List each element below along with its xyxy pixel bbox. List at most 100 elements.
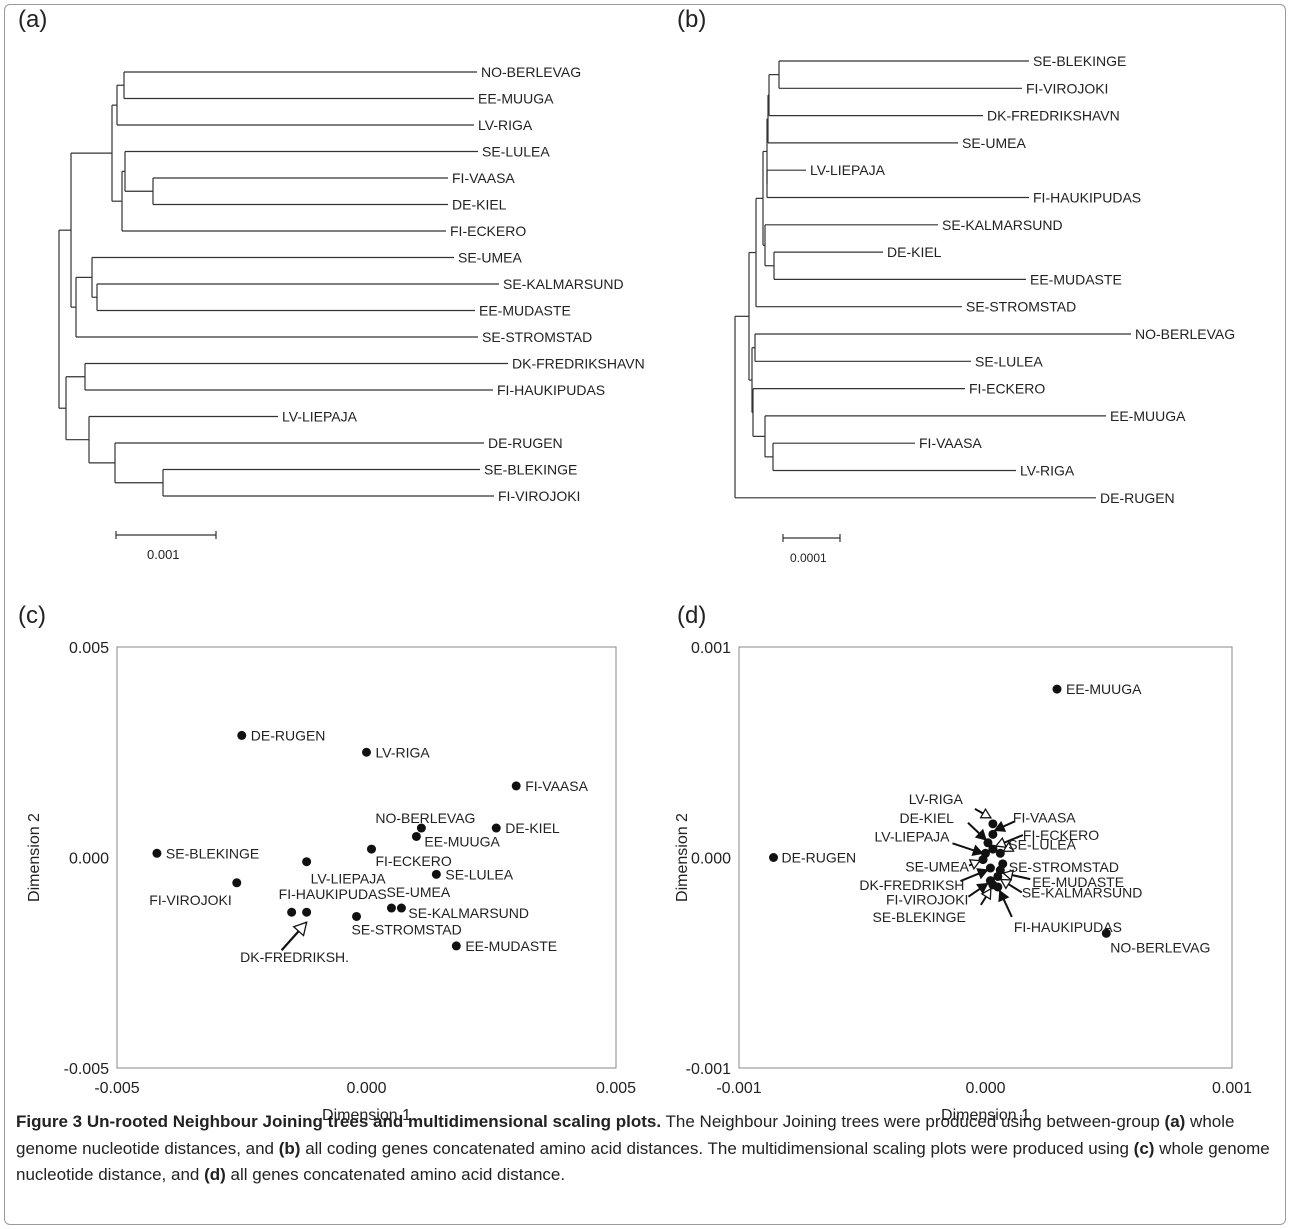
scale-bar-label: 0.0001 — [790, 551, 827, 565]
mds-plot-c: -0.005 0.000 0.005 0.005 0.000 -0.005 Dimensio… — [26, 640, 636, 1124]
tree-leaf-label: LV-LIEPAJA — [282, 409, 358, 425]
caption-segment: whole genome nucleotide distance, and — [16, 1138, 1270, 1185]
point-label: EE-MUDASTE — [1032, 874, 1124, 890]
x-tick-label: 0.000 — [346, 1080, 386, 1097]
tree-leaf-label: NO-BERLEVAG — [1135, 326, 1235, 342]
pointer-arrowhead — [994, 836, 1008, 849]
panel-label-d: (d) — [677, 602, 706, 629]
tree-leaf-label: DE-KIEL — [887, 244, 942, 260]
tree-leaf-label: EE-MUUGA — [1110, 408, 1186, 424]
tree-leaf-label: FI-ECKERO — [969, 381, 1045, 397]
tree-leaf-label: FI-VAASA — [919, 435, 982, 451]
x-axis-label: Dimension 1 — [941, 1107, 1030, 1124]
point-label: FI-VAASA — [525, 778, 588, 794]
pointer-arrowhead — [993, 820, 1007, 832]
point-label: NO-BERLEVAG — [375, 810, 475, 826]
tree-leaf-label: FI-HAUKIPUDAS — [497, 382, 605, 398]
tree-leaf-label: EE-MUDASTE — [479, 303, 571, 319]
data-point — [431, 869, 441, 879]
plot-area — [738, 646, 1233, 1069]
point-label: FI-VIROJOKI — [886, 892, 968, 908]
caption-segment: all genes concatenated amino acid distan… — [225, 1165, 566, 1184]
x-tick-label: 0.005 — [596, 1080, 636, 1097]
point-label: EE-MUUGA — [1066, 681, 1142, 697]
x-tick-label: 0.001 — [1212, 1080, 1252, 1097]
tree-leaf-label: SE-KALMARSUND — [503, 276, 624, 292]
tree-leaf-label: SE-BLEKINGE — [1033, 53, 1126, 69]
data-point — [988, 829, 998, 839]
point-label: EE-MUDASTE — [465, 938, 557, 954]
tree-leaf-label: LV-RIGA — [478, 117, 533, 133]
point-label: SE-LULEA — [1008, 836, 1076, 852]
data-point — [988, 844, 998, 854]
data-point — [302, 907, 312, 917]
data-point — [232, 878, 242, 888]
data-point — [1101, 928, 1111, 938]
tree-leaf-label: SE-STROMSTAD — [482, 329, 592, 345]
data-point — [769, 853, 779, 862]
pointer-arrowhead — [976, 882, 989, 895]
plot-area — [116, 646, 617, 1069]
point-label: LV-RIGA — [376, 744, 431, 760]
tree-panel-b: SE-BLEKINGE FI-VIROJOKI DK-FREDRIKSHAVN SE-… — [734, 53, 1235, 565]
tree-leaf-label: SE-UMEA — [458, 250, 522, 266]
point-label: DE-RUGEN — [251, 727, 326, 743]
y-tick-label: 0.000 — [69, 851, 109, 868]
data-point — [988, 819, 998, 829]
y-tick-label: 0.005 — [69, 640, 109, 657]
point-label: DE-RUGEN — [782, 850, 857, 866]
tree-leaf-label: DK-FREDRIKSHAVN — [987, 108, 1120, 124]
point-label: NO-BERLEVAG — [1110, 939, 1210, 955]
data-point — [985, 863, 995, 873]
point-label: SE-KALMARSUND — [408, 905, 529, 921]
pointer-arrowhead — [976, 868, 989, 880]
point-label: SE-LULEA — [445, 866, 513, 882]
x-tick-label: 0.000 — [965, 1080, 1005, 1097]
figure-caption: Figure 3 Un-rooted Neighbour Joining tre… — [16, 1109, 1278, 1189]
panel-label-a: (a) — [18, 6, 47, 33]
caption-segment: (d) — [204, 1165, 226, 1184]
tree-panel-a: NO-BERLEVAG EE-MUUGA LV-RIGA SE-LULEA FI-VAA… — [58, 64, 645, 562]
mds-plot-d: -0.001 0.000 0.001 0.001 0.000 -0.001 Dimensio… — [674, 640, 1252, 1124]
tree-leaf-label: SE-KALMARSUND — [942, 217, 1063, 233]
point-label: SE-UMEA — [386, 884, 450, 900]
panel-label-c: (c) — [18, 602, 46, 629]
data-point — [362, 747, 371, 757]
tree-leaf-label: SE-STROMSTAD — [966, 299, 1076, 315]
caption-segment: (c) — [1133, 1138, 1155, 1158]
point-label: DE-KIEL — [899, 810, 954, 826]
data-point — [491, 823, 501, 833]
point-label: SE-STROMSTAD — [1009, 859, 1119, 875]
caption-body: The Neighbour Joining trees were produce… — [16, 1112, 1270, 1184]
tree-leaf-label: DE-KIEL — [452, 197, 507, 213]
caption-segment: (b) — [278, 1138, 301, 1158]
x-tick-label: -0.005 — [94, 1080, 139, 1097]
data-point — [237, 730, 247, 740]
pointer-arrowhead — [292, 921, 308, 937]
data-point — [983, 838, 993, 848]
tree-leaf-label: FI-VIROJOKI — [1026, 80, 1108, 96]
tree-leaf-label: SE-LULEA — [482, 144, 550, 160]
scale-bar-label: 0.001 — [147, 547, 180, 562]
caption-segment: (a) — [1164, 1112, 1186, 1131]
data-point — [995, 848, 1005, 858]
pointer-arrowhead — [1002, 841, 1015, 852]
point-label: LV-RIGA — [909, 791, 964, 807]
point-label: LV-LIEPAJA — [311, 871, 387, 887]
data-point — [411, 831, 421, 841]
pointer-arrowhead — [971, 844, 984, 856]
tree-leaf-label: EE-MUUGA — [478, 91, 554, 107]
y-tick-label: -0.005 — [64, 1061, 109, 1078]
point-label: FI-VAASA — [1013, 809, 1076, 825]
data-point — [1052, 684, 1062, 694]
pointer-arrowhead — [998, 889, 1010, 903]
data-point — [416, 823, 426, 833]
y-axis-label: Dimension 2 — [674, 813, 691, 902]
point-label: FI-HAUKIPUDAS — [1014, 919, 1122, 935]
data-point — [978, 855, 988, 865]
panel-label-b: (b) — [677, 6, 706, 33]
point-label: SE-STROMSTAD — [352, 921, 462, 937]
figure-frame — [4, 4, 1286, 1225]
tree-leaf-label: LV-LIEPAJA — [810, 162, 886, 178]
y-tick-label: -0.001 — [686, 1061, 731, 1078]
